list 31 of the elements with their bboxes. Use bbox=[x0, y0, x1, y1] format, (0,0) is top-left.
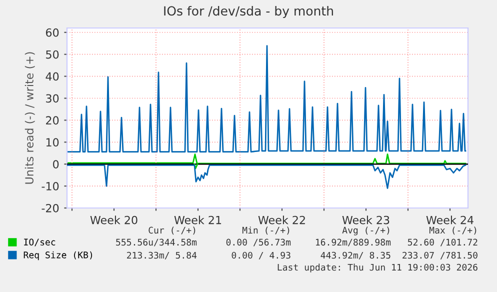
x-tick-label: Week 22 bbox=[258, 216, 305, 224]
x-tick-label: Week 24 bbox=[426, 216, 474, 224]
y-tick-label: 30 bbox=[46, 94, 59, 103]
y-tick-label: 40 bbox=[46, 72, 59, 81]
text: 213.33m/ 5.84 bbox=[127, 252, 197, 260]
x-tick-label: Week 23 bbox=[342, 216, 390, 224]
text: 555.56u/344.58m bbox=[116, 238, 197, 246]
text: 16.92m/889.98m bbox=[316, 238, 391, 246]
legend-label: IO/sec bbox=[24, 238, 56, 246]
y-tick-label: -20 bbox=[42, 204, 59, 212]
y-tick-label: -10 bbox=[42, 182, 59, 190]
text: 443.92m/ 8.35 bbox=[320, 252, 390, 260]
y-axis-title: Units read (-) / write (+) bbox=[24, 52, 35, 184]
y-tick-label: 60 bbox=[46, 28, 59, 37]
text: 0.00 /56.73m bbox=[226, 238, 291, 246]
text: Last update: Thu Jun 11 19:00:03 2026 bbox=[278, 264, 478, 272]
x-tick-label: Week 21 bbox=[174, 216, 222, 224]
y-tick-label: 0 bbox=[53, 160, 59, 168]
y-tick-label: 20 bbox=[46, 116, 59, 125]
text: 52.60 /101.72 bbox=[408, 238, 478, 246]
text: 0.00 / 4.93 bbox=[232, 252, 290, 260]
text: Max (-/+) bbox=[429, 226, 476, 235]
text: Avg (-/+) bbox=[342, 226, 390, 236]
y-tick-label: 10 bbox=[46, 138, 59, 147]
text: Cur (-/+) bbox=[148, 226, 196, 235]
text: Min (-/+) bbox=[242, 226, 290, 235]
y-tick-label: 50 bbox=[46, 50, 59, 59]
text: 233.07 /781.50 bbox=[402, 252, 478, 260]
chart-title: IOs for /dev/sda - by month bbox=[164, 6, 333, 18]
legend-label: Req Size (KB) bbox=[24, 251, 92, 260]
x-tick-label: Week 20 bbox=[90, 216, 138, 224]
